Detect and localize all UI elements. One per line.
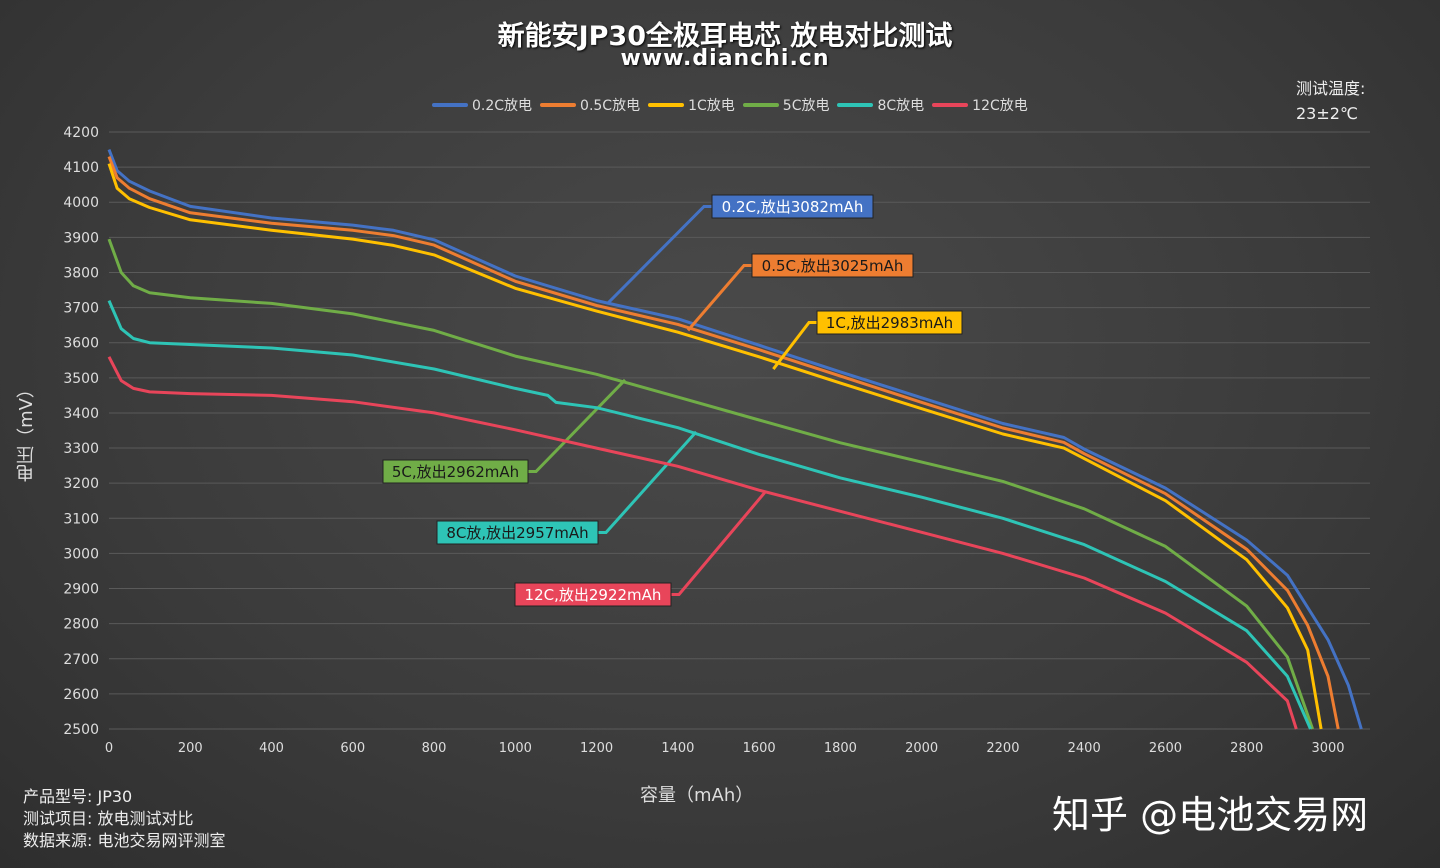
legend-label: 0.2C放电 — [472, 98, 533, 114]
legend-item: 0.2C放电 — [432, 95, 532, 115]
y-tick-label: 2700 — [63, 652, 99, 668]
annotation-label: 8C放,放出2957mAh — [446, 524, 588, 542]
legend-label: 8C放电 — [877, 98, 925, 114]
legend-swatch — [648, 103, 685, 107]
x-tick-label: 400 — [259, 741, 284, 756]
legend-swatch — [742, 103, 779, 107]
annotation-box — [816, 310, 963, 335]
y-tick-label: 3400 — [63, 406, 99, 422]
legend-item: 1C放电 — [648, 95, 735, 115]
x-tick-label: 2600 — [1149, 741, 1182, 756]
legend-swatch — [432, 103, 468, 107]
x-axis-label: 容量（mAh） — [640, 785, 754, 806]
chart-title: 新能安JP30全极耳电芯 放电对比测试 — [497, 21, 953, 52]
x-tick-label: 2800 — [1230, 741, 1263, 756]
x-tick-label: 200 — [178, 741, 203, 756]
y-tick-label: 3500 — [63, 371, 99, 387]
series-line-2 — [107, 163, 1323, 730]
legend-label: 12C放电 — [972, 98, 1028, 114]
annotation-leader-line — [772, 321, 817, 370]
watermark: 知乎 @电池交易网 — [1052, 793, 1369, 837]
y-tick-label: 4200 — [63, 125, 99, 141]
chart-subtitle: www.dianchi.cn — [620, 46, 830, 71]
temperature-label: 测试温度: — [1296, 79, 1366, 98]
y-tick-label: 3900 — [63, 230, 99, 246]
annotation-box — [751, 253, 914, 278]
annotation-leader-line — [528, 378, 627, 473]
series-line-5 — [107, 356, 1298, 730]
y-tick-label: 2600 — [63, 687, 99, 703]
annotation-box — [382, 459, 529, 484]
x-tick-label: 1800 — [824, 741, 857, 756]
series-line-3 — [107, 238, 1315, 730]
annotation-leader-line — [671, 490, 767, 596]
y-tick-label: 2800 — [63, 617, 99, 633]
legend: 0.2C放电 0.5C放电 1C放电 5C放电 8C放电 12C放电 — [432, 95, 1028, 115]
legend-swatch — [837, 103, 874, 107]
annotation-box — [711, 194, 874, 219]
info-row: 数据来源: 电池交易网评测室 — [23, 831, 226, 850]
y-tick-label: 3300 — [63, 441, 99, 457]
legend-item: 5C放电 — [742, 95, 830, 115]
annotation-leader-line — [686, 264, 752, 332]
legend-label: 0.5C放电 — [580, 98, 641, 114]
y-tick-label: 2900 — [63, 582, 99, 598]
annotation-label: 5C,放出2962mAh — [392, 463, 519, 481]
legend-item: 12C放电 — [932, 95, 1028, 115]
y-tick-label: 3800 — [63, 265, 99, 281]
series-line-4 — [107, 300, 1312, 730]
x-tick-label: 1400 — [661, 741, 694, 756]
x-tick-label: 2400 — [1068, 741, 1101, 756]
x-tick-label: 0 — [105, 741, 113, 756]
y-tick-label: 3100 — [63, 511, 99, 527]
y-tick-label: 3200 — [63, 476, 99, 492]
x-tick-label: 1000 — [499, 741, 532, 756]
legend-item: 0.5C放电 — [540, 95, 640, 115]
annotation-label: 0.5C,放出3025mAh — [762, 257, 904, 275]
series-line-0 — [107, 149, 1363, 730]
x-tick-label: 2200 — [986, 741, 1019, 756]
product-info: 产品型号: JP30 测试项目: 放电测试对比 数据来源: 电池交易网评测室 — [23, 786, 226, 852]
legend-swatch — [540, 103, 577, 107]
y-tick-label: 3700 — [63, 301, 99, 317]
x-tick-label: 1200 — [580, 741, 613, 756]
test-temperature: 测试温度: 23±2℃ — [1296, 76, 1365, 126]
x-tick-label: 800 — [422, 741, 447, 756]
legend-label: 5C放电 — [782, 98, 830, 114]
series-line-1 — [107, 156, 1340, 730]
y-tick-label: 4100 — [63, 160, 99, 176]
annotation-box — [514, 582, 672, 607]
temperature-value: 23±2℃ — [1296, 104, 1358, 123]
info-row: 产品型号: JP30 — [23, 787, 133, 806]
annotation-label: 12C,放出2922mAh — [525, 586, 662, 604]
annotation-label: 0.2C,放出3082mAh — [722, 198, 864, 216]
legend-swatch — [932, 103, 969, 107]
annotation-leader-line — [598, 430, 698, 534]
y-tick-label: 2500 — [63, 722, 99, 738]
y-tick-label: 3000 — [63, 546, 99, 562]
x-tick-label: 600 — [340, 741, 365, 756]
annotation-box — [436, 520, 599, 545]
y-tick-label: 4000 — [63, 195, 99, 211]
x-tick-label: 1600 — [743, 741, 776, 756]
y-tick-label: 3600 — [63, 336, 99, 352]
annotation-label: 1C,放出2983mAh — [826, 314, 953, 332]
annotation-leader-line — [606, 205, 712, 305]
x-tick-label: 2000 — [905, 741, 938, 756]
legend-label: 1C放电 — [688, 98, 735, 114]
x-tick-label: 3000 — [1311, 741, 1344, 756]
legend-item: 8C放电 — [837, 95, 924, 115]
info-row: 测试项目: 放电测试对比 — [23, 809, 194, 828]
